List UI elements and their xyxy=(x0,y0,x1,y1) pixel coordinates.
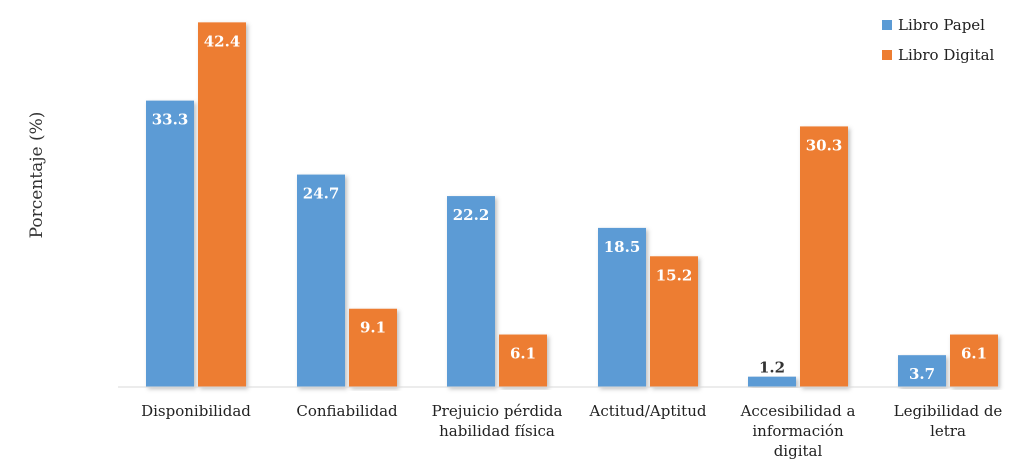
bar-digital-0 xyxy=(198,22,246,388)
legend-swatch-papel xyxy=(882,20,892,30)
category-label-3-line-0: Actitud/Aptitud xyxy=(589,402,707,420)
bar-papel-1 xyxy=(297,174,345,387)
bars-group: 33.3 42.4 24.7 9.1 22.2 6.1 18.5 15.2 1.2 30.3 3.7… xyxy=(146,22,998,388)
data-label-digital-1: 9.1 xyxy=(360,319,386,337)
data-label-digital-4: 30.3 xyxy=(806,136,843,154)
category-label-4-line-2: digital xyxy=(774,442,823,460)
legend-swatch-digital xyxy=(882,50,892,60)
data-label-papel-2: 22.2 xyxy=(453,206,490,224)
category-label-1-line-0: Confiabilidad xyxy=(296,402,398,420)
data-label-digital-5: 6.1 xyxy=(961,345,987,363)
bar-papel-0 xyxy=(146,100,194,388)
category-label-4-line-1: información xyxy=(752,422,844,440)
category-label-5-line-0: Legibilidad de xyxy=(894,402,1003,420)
bar-digital-4 xyxy=(800,126,848,388)
bar-papel-3 xyxy=(598,227,646,387)
y-axis-label: Porcentaje (%) xyxy=(27,112,47,239)
data-label-papel-1: 24.7 xyxy=(303,185,340,203)
category-label-0-line-0: Disponibilidad xyxy=(141,402,251,420)
data-label-digital-3: 15.2 xyxy=(656,266,693,284)
bar-digital-5 xyxy=(950,334,998,387)
category-label-2-line-0: Prejuicio pérdida xyxy=(432,402,563,420)
data-label-papel-5: 3.7 xyxy=(909,365,935,383)
bar-digital-3 xyxy=(650,256,698,387)
legend: Libro Papel Libro Digital xyxy=(882,16,995,64)
category-labels: Disponibilidad Confiabilidad Prejuicio pér… xyxy=(141,402,1002,460)
category-label-4-line-0: Accesibilidad a xyxy=(740,402,856,420)
data-label-digital-2: 6.1 xyxy=(510,345,536,363)
bar-papel-5 xyxy=(898,355,946,387)
data-label-papel-0: 33.3 xyxy=(152,111,189,129)
bar-digital-2 xyxy=(499,334,547,387)
data-label-papel-4: 1.2 xyxy=(759,359,785,377)
data-label-digital-0: 42.4 xyxy=(204,32,241,50)
legend-label-digital: Libro Digital xyxy=(898,46,995,64)
bar-digital-1 xyxy=(349,308,397,387)
data-label-papel-3: 18.5 xyxy=(604,238,641,256)
legend-label-papel: Libro Papel xyxy=(898,16,985,34)
category-label-5-line-1: letra xyxy=(930,422,966,440)
bar-papel-2 xyxy=(447,196,495,387)
category-label-2-line-1: habilidad física xyxy=(439,422,555,440)
bar-papel-4 xyxy=(748,376,796,387)
